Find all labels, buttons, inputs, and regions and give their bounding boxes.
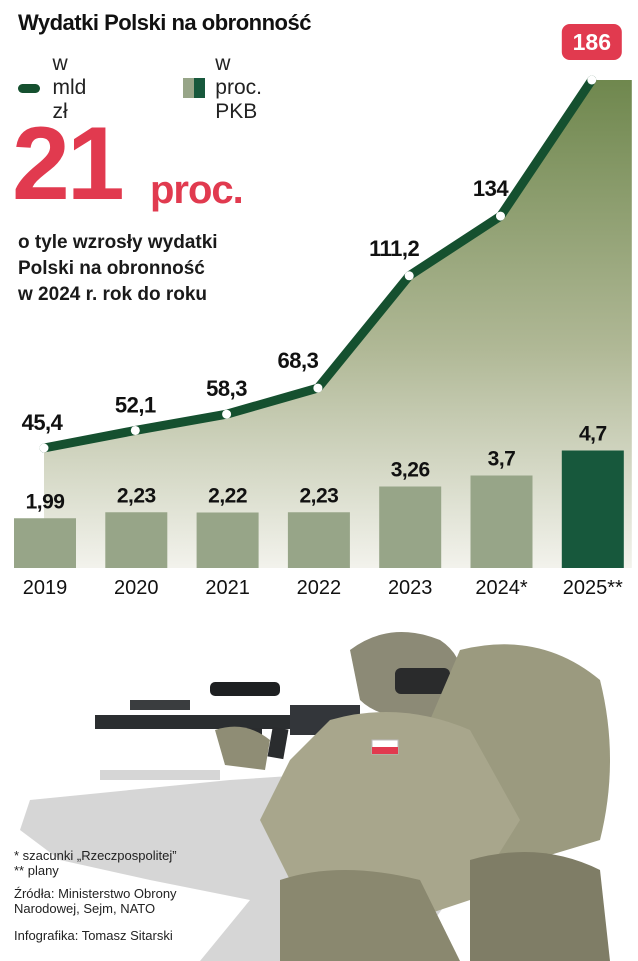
- note-sources: Źródła: Ministerstwo Obrony: [14, 886, 177, 901]
- bar-2024*: [470, 475, 533, 568]
- soldier-illustration: [20, 632, 610, 961]
- line-point-2024*: [496, 211, 505, 221]
- line-point-2022: [313, 383, 323, 393]
- x-tick-2025**: 2025**: [563, 577, 623, 599]
- bar-label-2022: 2,23: [299, 484, 338, 507]
- bar-2019: [14, 518, 76, 568]
- headline-desc-line1: o tyle wzrosły wydatki: [18, 232, 218, 253]
- headline-desc-line2: Polski na obronność: [18, 258, 205, 279]
- x-tick-2023: 2023: [388, 577, 433, 599]
- bar-label-2025**: 4,7: [579, 423, 607, 446]
- line-label-2020: 52,1: [115, 392, 156, 417]
- line-point-2020: [130, 425, 140, 435]
- legend-bar-swatch-dark: [194, 78, 206, 98]
- legend-bar-item: w proc. PKB: [183, 52, 280, 124]
- chart-title: Wydatki Polski na obronność: [18, 10, 311, 35]
- x-tick-2019: 2019: [23, 577, 68, 599]
- headline-unit: proc.: [150, 168, 244, 212]
- line-label-2024*: 134: [473, 176, 509, 201]
- x-tick-2021: 2021: [205, 577, 250, 599]
- note-estimate: * szacunki „Rzeczpospolitej”: [14, 848, 177, 863]
- line-label-2022: 68,3: [277, 348, 318, 373]
- bar-label-2021: 2,22: [208, 485, 247, 508]
- line-label-2019: 45,4: [22, 410, 64, 435]
- legend-bar-label: w proc. PKB: [215, 52, 262, 123]
- x-tick-2020: 2020: [114, 577, 159, 599]
- badge-last-value: [561, 24, 622, 60]
- note-plans: ** plany: [14, 863, 59, 878]
- bar-label-2024*: 3,7: [488, 448, 516, 471]
- x-tick-2022: 2022: [297, 577, 342, 599]
- line-point-2023: [404, 271, 414, 281]
- note-sources-2: Narodowej, Sejm, NATO: [14, 901, 156, 916]
- bar-2022: [287, 512, 350, 568]
- bar-label-2020: 2,23: [117, 484, 156, 507]
- x-tick-2024*: 2024*: [475, 577, 527, 599]
- line-point-2019: [39, 443, 49, 453]
- legend-line-swatch: [18, 83, 41, 93]
- line-label-2025**: 186: [573, 29, 611, 55]
- line-label-2021: 58,3: [206, 376, 247, 401]
- chart-svg: 1,99 2,23 2,22 2,23 3,26 3,7 4,7 2019 2020 2021 20…: [14, 24, 632, 599]
- line-point-2021: [222, 409, 232, 419]
- line-area-fill: [44, 80, 632, 568]
- headline-number: 21: [12, 106, 125, 222]
- legend-line-label: w mld zł: [52, 52, 87, 123]
- bar-2020: [105, 512, 168, 568]
- soldier-body: [215, 632, 610, 961]
- legend-bar-swatch-light: [183, 78, 195, 98]
- bar-2021: [196, 512, 259, 568]
- line-point-2025**: [587, 75, 597, 85]
- legend-line-item: w mld zł: [18, 52, 100, 124]
- bar-2023: [379, 486, 442, 568]
- note-credit: Infografika: Tomasz Sitarski: [14, 928, 173, 943]
- line-label-2023: 111,2: [369, 236, 419, 261]
- headline-desc-line3: w 2024 r. rok do roku: [18, 284, 208, 305]
- bar-label-2023: 3,26: [391, 459, 430, 482]
- bar-label-2019: 1,99: [26, 490, 65, 513]
- bar-2025**: [561, 450, 624, 568]
